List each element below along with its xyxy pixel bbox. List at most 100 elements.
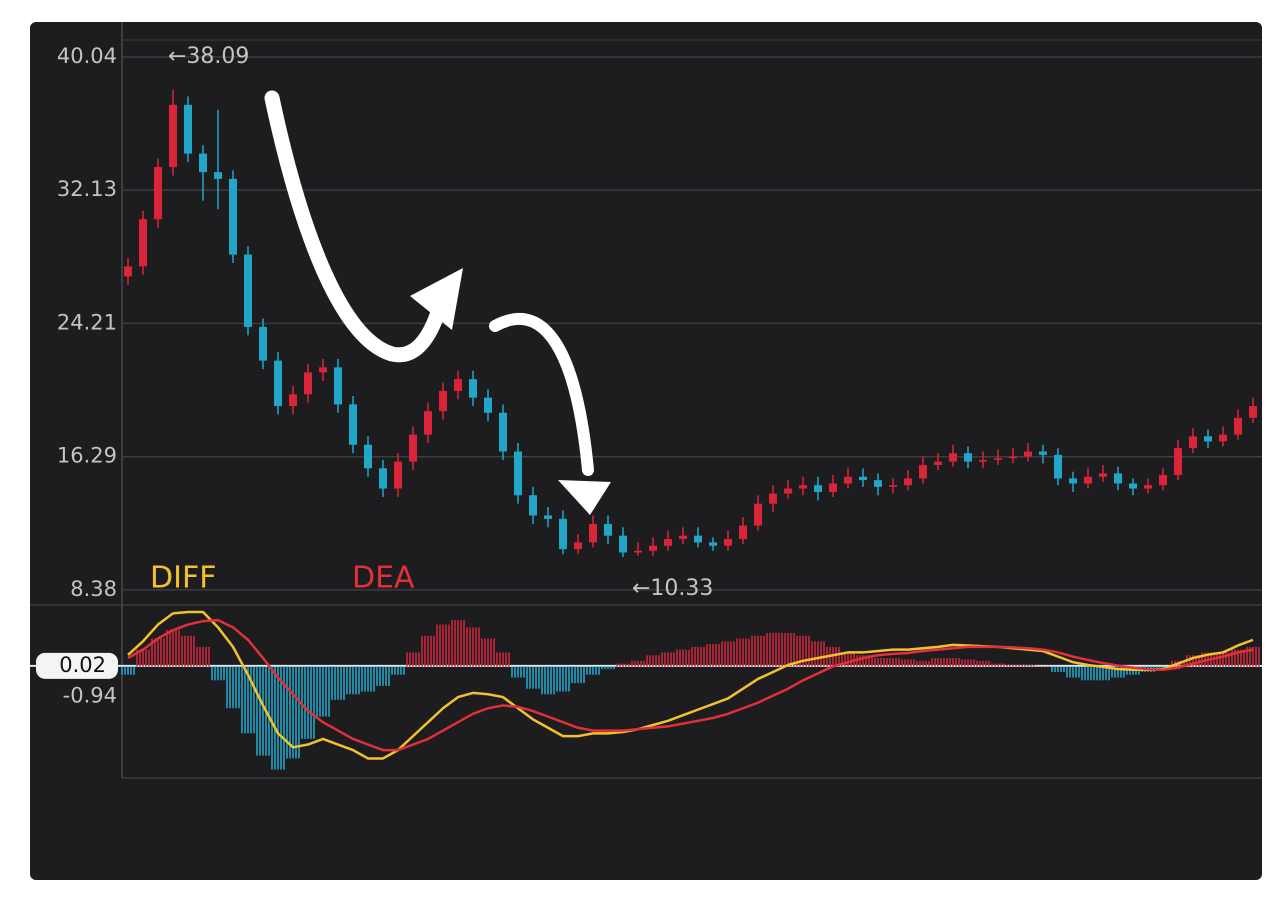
annotation: ←10.33 [632,576,713,601]
histogram-bar [226,666,240,709]
histogram-bar [721,641,735,667]
candle-body [1039,451,1047,455]
candle-body [199,153,207,173]
arrows [264,90,611,515]
line-series [127,618,1254,752]
candle-body [394,461,402,489]
candle-body [364,444,372,469]
candle-body [664,539,672,546]
histogram-bar [601,666,615,670]
annotation: ←38.09 [168,44,249,69]
candle-body [259,326,267,361]
candle-body [379,468,387,489]
histogram-bar [556,666,570,692]
histogram-bar [421,635,435,667]
candle-body [439,390,447,412]
histogram-bar [196,646,210,667]
candle-body [844,476,852,484]
candle-body [694,535,702,543]
histogram-bar [166,630,180,667]
histogram-bar [586,666,600,675]
histogram-bar [901,659,915,667]
candle-body [304,372,312,395]
histogram-bar [991,663,1005,667]
candle-body [919,464,927,479]
histogram-bar [916,660,930,667]
candle-body [589,523,597,543]
histogram-bar [1006,664,1020,667]
y-tick-label: 16.29 [57,444,117,468]
histogram-bar [406,652,420,667]
candle-body [739,525,747,540]
candle-body [1024,451,1032,457]
histogram-bar [811,641,825,667]
candle-body [679,535,687,540]
candle-body [1129,483,1137,489]
histogram-bar [316,666,330,717]
candle-body [904,478,912,486]
histogram-bar [961,659,975,667]
histogram-bar [346,666,360,695]
histogram-bar [1036,665,1050,667]
candle-body [634,550,642,553]
histogram-bar [481,638,495,667]
y-tick-label: 40.04 [57,44,117,68]
candle-body [184,104,192,154]
histogram-bar [706,644,720,667]
histogram-bar [391,666,405,675]
histogram-bar [931,658,945,667]
candle-body [964,453,972,462]
candle-body [724,539,732,546]
histogram-bar [676,649,690,667]
candle-body [979,459,987,462]
candle-body [499,412,507,452]
histogram-bar [496,652,510,667]
candle-body [934,461,942,465]
candle-body [649,545,657,551]
histogram-bar [376,666,390,686]
candle-body [169,104,177,168]
line-series [127,610,1254,760]
candle-body [1219,434,1227,442]
histogram-bar [181,635,195,667]
chart-panel [30,22,1262,880]
histogram-bar [946,658,960,667]
candle-body [124,266,132,277]
y-tick-label: 32.13 [57,177,117,201]
candle-body [139,219,147,267]
candle-body [289,394,297,407]
candle-body [529,495,537,516]
histogram-bar [211,666,225,681]
arrow-head [410,268,463,330]
histogram-bar [1081,666,1095,681]
histogram-bar [661,652,675,667]
candle-body [799,485,807,489]
candle-body [619,535,627,553]
candle-body [709,542,717,546]
candle-body [949,453,957,462]
candle-body [754,503,762,526]
histogram-bar [526,666,540,689]
candle-body [484,397,492,413]
candle-body [469,379,477,398]
histogram-bar [571,666,585,684]
y-tick-label: -0.94 [63,684,117,708]
histogram-bar [541,666,555,695]
histogram-bar [121,666,135,675]
candle-body [574,542,582,550]
candle-body [1234,417,1242,435]
candle-body [1099,473,1107,477]
candle-body [319,367,327,373]
candle-body [769,493,777,504]
histogram-bar [451,620,465,667]
candle-body [1114,473,1122,484]
histogram-bar [331,666,345,700]
candle-body [244,254,252,327]
candle-body [829,483,837,492]
candle-body [1069,478,1077,484]
candle-body [154,167,162,220]
tick-label-box [36,652,118,679]
candle-body [559,518,567,550]
candle-body [994,458,1002,460]
